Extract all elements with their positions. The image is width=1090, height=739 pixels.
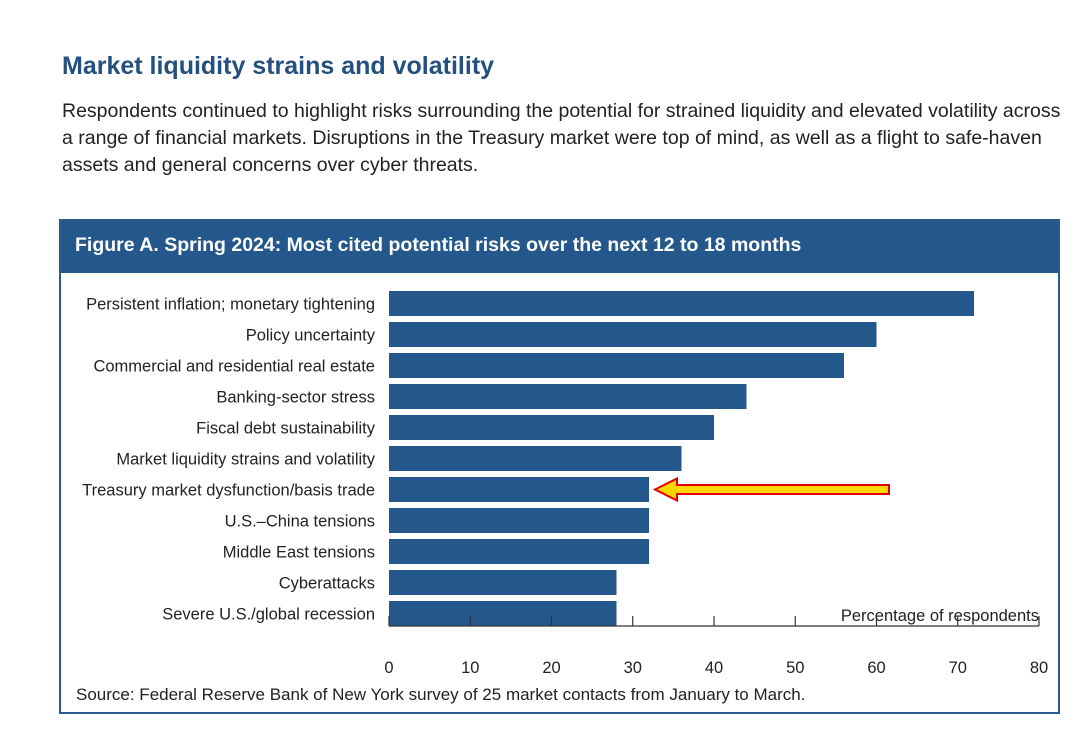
x-tick-label: 50 [786,659,804,677]
bar [389,353,844,378]
x-axis-title: Percentage of respondents [841,607,1039,625]
section-title: Market liquidity strains and volatility [62,52,495,80]
bar [389,508,649,533]
x-tick-label: 80 [1030,659,1048,677]
category-label: Commercial and residential real estate [93,358,375,376]
x-tick-label: 70 [949,659,967,677]
bar [389,570,617,595]
figure-header: Figure A. Spring 2024: Most cited potent… [61,221,1058,273]
x-tick-label: 60 [867,659,885,677]
category-label: Cyberattacks [279,575,375,593]
bar [389,291,974,316]
bar [389,415,714,440]
x-tick-label: 40 [705,659,723,677]
category-label: Banking-sector stress [216,389,375,407]
category-label: Middle East tensions [223,544,375,562]
x-tick-label: 0 [384,659,393,677]
x-tick-label: 20 [542,659,560,677]
category-label: U.S.–China tensions [225,513,375,531]
category-label: Policy uncertainty [246,327,376,345]
intro-paragraph: Respondents continued to highlight risks… [62,100,1061,176]
category-label: Severe U.S./global recession [162,606,375,624]
bar [389,601,617,626]
bar [389,446,682,471]
highlight-arrow [652,476,890,503]
x-tick-label: 30 [624,659,642,677]
figure-source: Source: Federal Reserve Bank of New York… [76,685,806,704]
category-label: Persistent inflation; monetary tightenin… [86,296,375,314]
category-label: Market liquidity strains and volatility [116,451,375,469]
category-label: Treasury market dysfunction/basis trade [82,482,375,500]
bar [389,384,747,409]
x-tick-label: 10 [461,659,479,677]
bar [389,322,877,347]
category-label: Fiscal debt sustainability [196,420,376,438]
bar [389,477,649,502]
figure-title: Figure A. Spring 2024: Most cited potent… [75,234,802,256]
bar [389,539,649,564]
